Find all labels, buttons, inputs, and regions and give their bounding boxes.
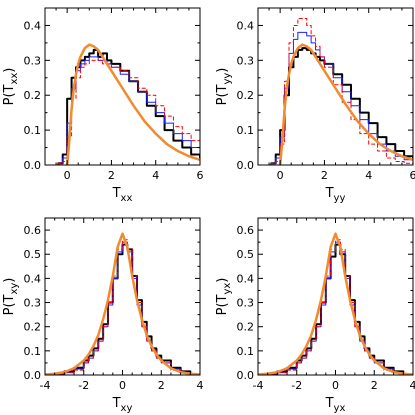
- y-axis-label: P(Tyy): [215, 68, 233, 106]
- y-tick-label: 0.4: [24, 272, 42, 285]
- y-tick-label: 0.2: [237, 89, 255, 102]
- y-tick-label: 0.5: [237, 248, 255, 261]
- y-tick-label: 0.3: [237, 54, 255, 67]
- series-orange-line: [65, 43, 200, 165]
- series-black-line: [53, 243, 192, 375]
- x-tick-label: 2: [321, 169, 328, 182]
- x-tick-label: 6: [410, 169, 415, 182]
- y-tick-label: 0.3: [237, 297, 255, 310]
- y-tick-label: 0.4: [237, 272, 255, 285]
- y-tick-label: 0.0: [237, 369, 255, 382]
- x-tick-label: 6: [197, 169, 204, 182]
- y-tick-label: 0.1: [237, 124, 255, 137]
- x-axis-label: Tyx: [325, 396, 346, 414]
- y-tick-label: 0.3: [24, 297, 42, 310]
- series-blue-line: [54, 241, 191, 375]
- x-tick-label: -4: [40, 379, 51, 392]
- x-tick-label: 2: [108, 169, 115, 182]
- x-tick-label: 2: [158, 379, 165, 392]
- panel-txy: -4 -2 0 2 4 0.0 0.1 0.2 0.3 0.4 0.5 0.6 Txy P(Txy): [2, 217, 204, 414]
- x-tick-label: 0: [277, 169, 284, 182]
- x-axis-label: Tyy: [325, 186, 346, 204]
- x-tick-label: 4: [197, 379, 204, 392]
- y-tick-label: 0.6: [24, 224, 42, 237]
- series-blue-line: [267, 241, 404, 375]
- series-orange-line: [258, 232, 413, 375]
- x-axis-label: Txy: [112, 396, 133, 414]
- y-tick-label: 0.2: [24, 89, 42, 102]
- x-tick-label: 2: [371, 379, 378, 392]
- x-tick-label: -2: [78, 379, 89, 392]
- series-black-line: [270, 47, 413, 165]
- y-tick-label: 0.4: [24, 19, 42, 32]
- series-black-line: [266, 243, 405, 375]
- x-tick-label: 0: [332, 379, 339, 392]
- x-tick-label: 4: [152, 169, 159, 182]
- y-axis-label: P(Tyx): [215, 278, 233, 316]
- y-tick-label: 0.1: [237, 345, 255, 358]
- x-axis-label: Txx: [112, 186, 133, 204]
- y-axis-label: P(Txy): [2, 278, 20, 316]
- y-tick-label: 0.6: [237, 224, 255, 237]
- y-tick-label: 0.5: [24, 248, 42, 261]
- panel-txx: 0 2 4 6 0.0 0.1 0.2 0.3 0.4 Txx P(Txx): [2, 7, 204, 204]
- y-tick-label: 0.1: [24, 124, 42, 137]
- series-black-line: [57, 48, 200, 165]
- y-tick-label: 0.3: [24, 54, 42, 67]
- x-tick-label: 0: [119, 379, 126, 392]
- y-axis-label: P(Txx): [2, 68, 20, 106]
- y-tick-label: 0.4: [237, 19, 255, 32]
- y-tick-label: 0.2: [237, 321, 255, 334]
- x-tick-label: -2: [291, 379, 302, 392]
- series-red-line: [54, 239, 191, 375]
- x-tick-label: 4: [365, 169, 372, 182]
- y-tick-label: 0.0: [24, 159, 42, 172]
- panel-tyx: -4 -2 0 2 4 0.0 0.1 0.2 0.3 0.4 0.5 0.6 Tyx P(Tyx): [215, 217, 415, 414]
- x-tick-label: -4: [253, 379, 264, 392]
- x-tick-label: 4: [410, 379, 415, 392]
- panel-tyy: 0 2 4 6 0.0 0.1 0.2 0.3 0.4 Tyy P(Tyy): [215, 7, 415, 204]
- y-tick-label: 0.0: [24, 369, 42, 382]
- series-red-line: [267, 239, 404, 375]
- series-orange-line: [45, 232, 200, 375]
- y-tick-label: 0.1: [24, 345, 42, 358]
- series-orange-line: [278, 43, 413, 165]
- x-tick-label: 0: [64, 169, 71, 182]
- y-tick-label: 0.0: [237, 159, 255, 172]
- y-tick-label: 0.2: [24, 321, 42, 334]
- series-red-line: [270, 17, 413, 165]
